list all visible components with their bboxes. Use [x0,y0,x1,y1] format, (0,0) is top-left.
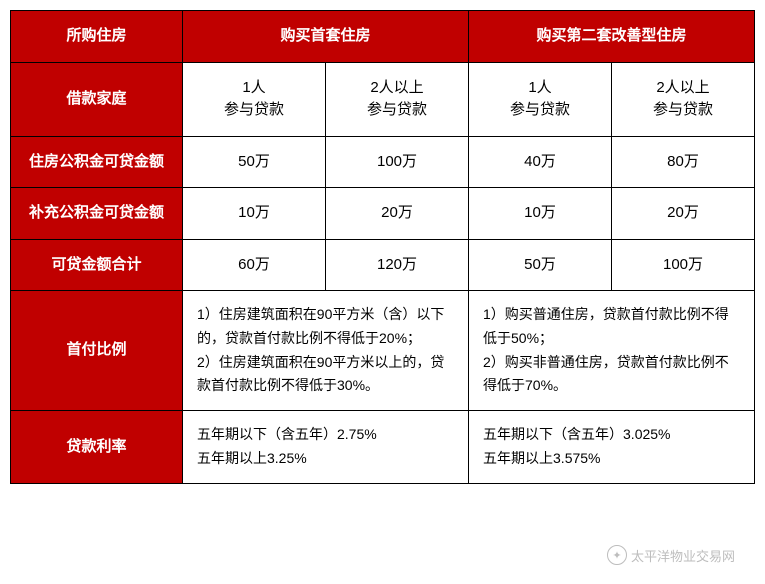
cell: 10万 [183,188,326,240]
row-label-interest: 贷款利率 [11,411,183,484]
col-property: 所购住房 [11,11,183,63]
cell: 50万 [469,239,612,291]
interest-first-home: 五年期以下（含五年）2.75%五年期以上3.25% [183,411,469,484]
table-row: 补充公积金可贷金额 10万 20万 10万 20万 [11,188,755,240]
watermark: ✦ 太平洋物业交易网 [607,545,735,565]
wechat-icon: ✦ [607,545,627,565]
cell: 40万 [469,136,612,188]
col-group-second-home: 购买第二套改善型住房 [469,11,755,63]
row-label-borrower: 借款家庭 [11,62,183,136]
cell: 60万 [183,239,326,291]
subcol-g2-2plus: 2人以上 参与贷款 [612,62,755,136]
cell: 80万 [612,136,755,188]
subcol-g1-2plus: 2人以上 参与贷款 [326,62,469,136]
cell: 10万 [469,188,612,240]
cell: 50万 [183,136,326,188]
cell-line2: 参与贷款 [224,101,284,118]
downpayment-second-home: 1）购买普通住房，贷款首付款比例不得低于50%；2）购买非普通住房，贷款首付款比… [469,291,755,411]
subcol-g1-1person: 1人 参与贷款 [183,62,326,136]
row-label-total-loan: 可贷金额合计 [11,239,183,291]
header-row-1: 所购住房 购买首套住房 购买第二套改善型住房 [11,11,755,63]
cell-line1: 1人 [242,79,265,96]
cell-line1: 2人以上 [370,79,423,96]
cell-line2: 参与贷款 [367,101,427,118]
downpayment-first-home: 1）住房建筑面积在90平方米（含）以下的，贷款首付款比例不得低于20%；2）住房… [183,291,469,411]
col-group-first-home: 购买首套住房 [183,11,469,63]
watermark-text: 太平洋物业交易网 [631,546,735,565]
cell-line2: 参与贷款 [510,101,570,118]
cell: 100万 [326,136,469,188]
table-row: 可贷金额合计 60万 120万 50万 100万 [11,239,755,291]
row-label-supplementary-fund: 补充公积金可贷金额 [11,188,183,240]
cell-line2: 参与贷款 [653,101,713,118]
cell-line1: 1人 [528,79,551,96]
cell: 20万 [612,188,755,240]
interest-second-home: 五年期以下（含五年）3.025%五年期以上3.575% [469,411,755,484]
row-interest-rate: 贷款利率 五年期以下（含五年）2.75%五年期以上3.25% 五年期以下（含五年… [11,411,755,484]
subcol-g2-1person: 1人 参与贷款 [469,62,612,136]
cell: 20万 [326,188,469,240]
cell: 100万 [612,239,755,291]
loan-policy-table: 所购住房 购买首套住房 购买第二套改善型住房 借款家庭 1人 参与贷款 2人以上… [10,10,755,484]
row-label-housing-fund: 住房公积金可贷金额 [11,136,183,188]
row-downpayment: 首付比例 1）住房建筑面积在90平方米（含）以下的，贷款首付款比例不得低于20%… [11,291,755,411]
row-label-downpayment: 首付比例 [11,291,183,411]
cell-line1: 2人以上 [656,79,709,96]
cell: 120万 [326,239,469,291]
header-row-2: 借款家庭 1人 参与贷款 2人以上 参与贷款 1人 参与贷款 2人以上 参与贷款 [11,62,755,136]
table-row: 住房公积金可贷金额 50万 100万 40万 80万 [11,136,755,188]
